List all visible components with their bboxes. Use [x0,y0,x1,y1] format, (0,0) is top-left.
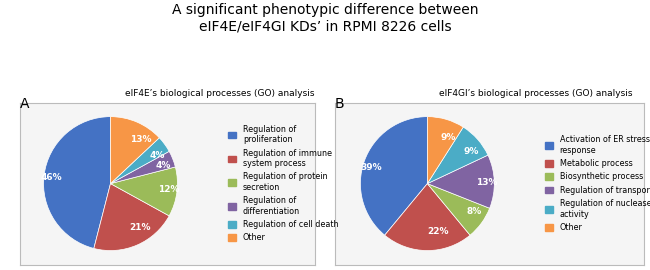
Text: 13%: 13% [476,178,497,187]
Text: 8%: 8% [467,207,482,217]
Text: 9%: 9% [441,133,456,142]
Text: 22%: 22% [428,227,449,236]
Title: eIF4E’s biological processes (GO) analysis: eIF4E’s biological processes (GO) analys… [125,89,314,98]
Wedge shape [385,184,470,251]
Legend: Regulation of
proliferation, Regulation of immune
system process, Regulation of : Regulation of proliferation, Regulation … [228,125,339,242]
Text: A: A [20,97,29,111]
Wedge shape [111,117,159,184]
Wedge shape [428,184,489,235]
Text: 39%: 39% [360,163,382,172]
Wedge shape [111,151,176,184]
Title: eIF4GI’s biological processes (GO) analysis: eIF4GI’s biological processes (GO) analy… [439,89,633,98]
Wedge shape [111,138,169,184]
Wedge shape [360,117,428,235]
Legend: Activation of ER stress
response, Metabolic process, Biosynthetic process, Regul: Activation of ER stress response, Metabo… [545,135,650,232]
Text: 46%: 46% [41,173,62,182]
Text: 12%: 12% [159,185,180,194]
Wedge shape [428,127,488,184]
Wedge shape [428,155,495,208]
Text: A significant phenotypic difference between
eIF4E/eIF4GI KDs’ in RPMI 8226 cells: A significant phenotypic difference betw… [172,3,478,34]
Wedge shape [94,184,169,251]
Wedge shape [111,167,177,216]
Text: 4%: 4% [150,151,165,160]
Wedge shape [44,117,110,248]
Text: B: B [335,97,344,111]
Text: 9%: 9% [463,147,479,156]
Text: 21%: 21% [129,223,151,232]
Text: 4%: 4% [155,161,171,170]
Text: 13%: 13% [129,135,151,144]
Wedge shape [428,117,463,184]
